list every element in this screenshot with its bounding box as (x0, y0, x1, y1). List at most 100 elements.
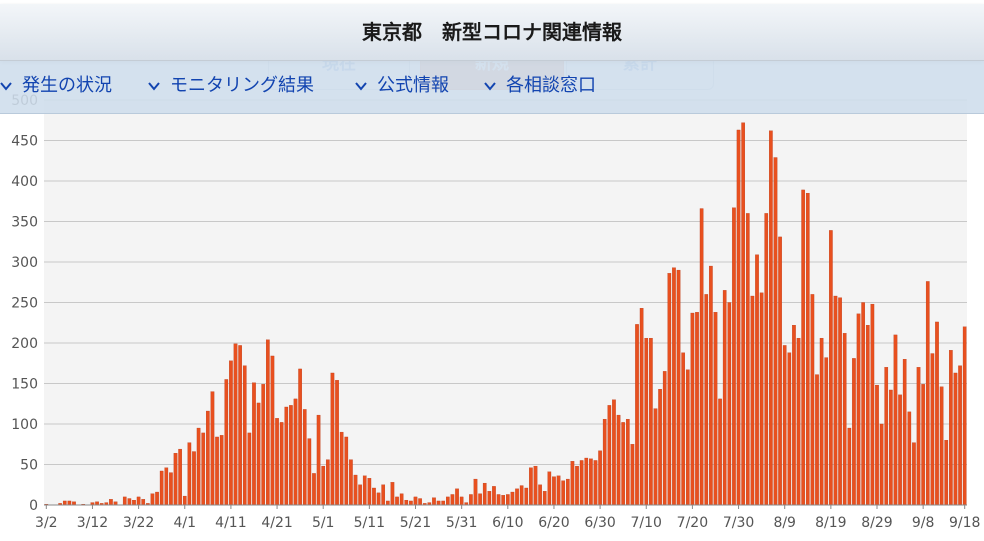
bar (482, 482, 487, 506)
bar (335, 380, 339, 506)
bar (390, 482, 395, 506)
bar (326, 459, 330, 506)
bar (865, 325, 870, 506)
bar (732, 207, 736, 506)
x-tick-label: 3/12 (77, 515, 108, 531)
x-tick-label: 5/31 (446, 515, 477, 531)
bar (635, 324, 639, 506)
bar (519, 485, 524, 506)
bar (764, 213, 769, 506)
bar (492, 486, 496, 506)
bar (122, 496, 127, 506)
bar (312, 473, 316, 506)
x-tick-label: 8/19 (815, 515, 846, 531)
bar (685, 369, 690, 506)
bar (173, 453, 178, 506)
bar (847, 427, 852, 506)
bar (616, 414, 621, 506)
bar (270, 355, 275, 506)
bar (829, 230, 833, 506)
bar (496, 494, 501, 506)
bar (727, 302, 732, 506)
bar (141, 499, 146, 506)
bar (459, 496, 464, 506)
bar (344, 436, 349, 506)
bar (469, 494, 473, 506)
bar (695, 312, 699, 506)
bar (358, 484, 362, 506)
bar (639, 308, 644, 506)
y-tick-label: 400 (11, 174, 38, 190)
x-tick-label: 8/9 (773, 515, 796, 531)
bar (316, 414, 321, 506)
bar (376, 492, 381, 506)
x-tick-label: 5/1 (312, 515, 335, 531)
nav-item-official-info[interactable]: 公式情報 (355, 73, 449, 99)
bar (801, 189, 805, 506)
bar (150, 493, 155, 506)
bar (709, 265, 713, 506)
bar (362, 475, 367, 506)
x-tick-label: 5/21 (400, 515, 431, 531)
bar (182, 495, 187, 506)
y-tick-label: 150 (11, 377, 38, 393)
bar (815, 374, 819, 506)
bar (741, 122, 745, 506)
y-tick-label: 50 (20, 458, 38, 474)
nav-item-label: 各相談窓口 (506, 75, 596, 96)
bar (584, 457, 589, 506)
bar (233, 343, 238, 506)
bar (889, 389, 893, 506)
bar (330, 372, 335, 506)
bar (875, 384, 879, 506)
bar (912, 442, 916, 506)
bar (649, 337, 653, 506)
bar (713, 312, 718, 506)
bar (810, 294, 815, 506)
bar (745, 213, 750, 506)
bar (879, 423, 884, 506)
y-tick-label: 450 (11, 134, 38, 150)
bar (681, 352, 685, 506)
bar (289, 405, 293, 506)
bar (505, 494, 510, 506)
bar (279, 422, 284, 506)
bar (842, 333, 847, 506)
bar (621, 422, 625, 506)
page-title: 東京都 新型コロナ関連情報 (362, 20, 622, 44)
bar (224, 379, 229, 506)
bar (132, 499, 136, 506)
bar (321, 465, 326, 506)
bar (418, 498, 422, 506)
x-tick-label: 7/30 (723, 515, 754, 531)
bar (750, 295, 755, 506)
bar (658, 389, 662, 506)
bar (819, 337, 824, 506)
bar (676, 269, 681, 506)
bar (238, 345, 242, 506)
nav-bar: 発生の状況 モニタリング結果 公式情報 各相談窓口 (0, 61, 984, 114)
bar (561, 480, 566, 506)
bar (538, 484, 542, 506)
bar (432, 497, 436, 506)
bar (644, 337, 649, 506)
bar (898, 394, 902, 506)
bar (939, 386, 944, 506)
bar (861, 302, 865, 506)
nav-item-monitoring-results[interactable]: モニタリング結果 (148, 73, 314, 99)
bar (607, 405, 612, 506)
nav-item-consultation-desks[interactable]: 各相談窓口 (484, 73, 596, 99)
bar (206, 410, 210, 506)
bar (630, 444, 635, 506)
bar (824, 357, 829, 506)
y-tick-label: 300 (11, 255, 38, 271)
x-tick-label: 7/10 (631, 515, 662, 531)
nav-item-outbreak-status[interactable]: 発生の状況 (0, 73, 112, 99)
bar (109, 499, 113, 506)
x-tick-label: 7/20 (677, 515, 708, 531)
bar (769, 130, 773, 506)
chevron-down-icon (0, 81, 12, 91)
nav-item-label: 公式情報 (377, 75, 449, 96)
